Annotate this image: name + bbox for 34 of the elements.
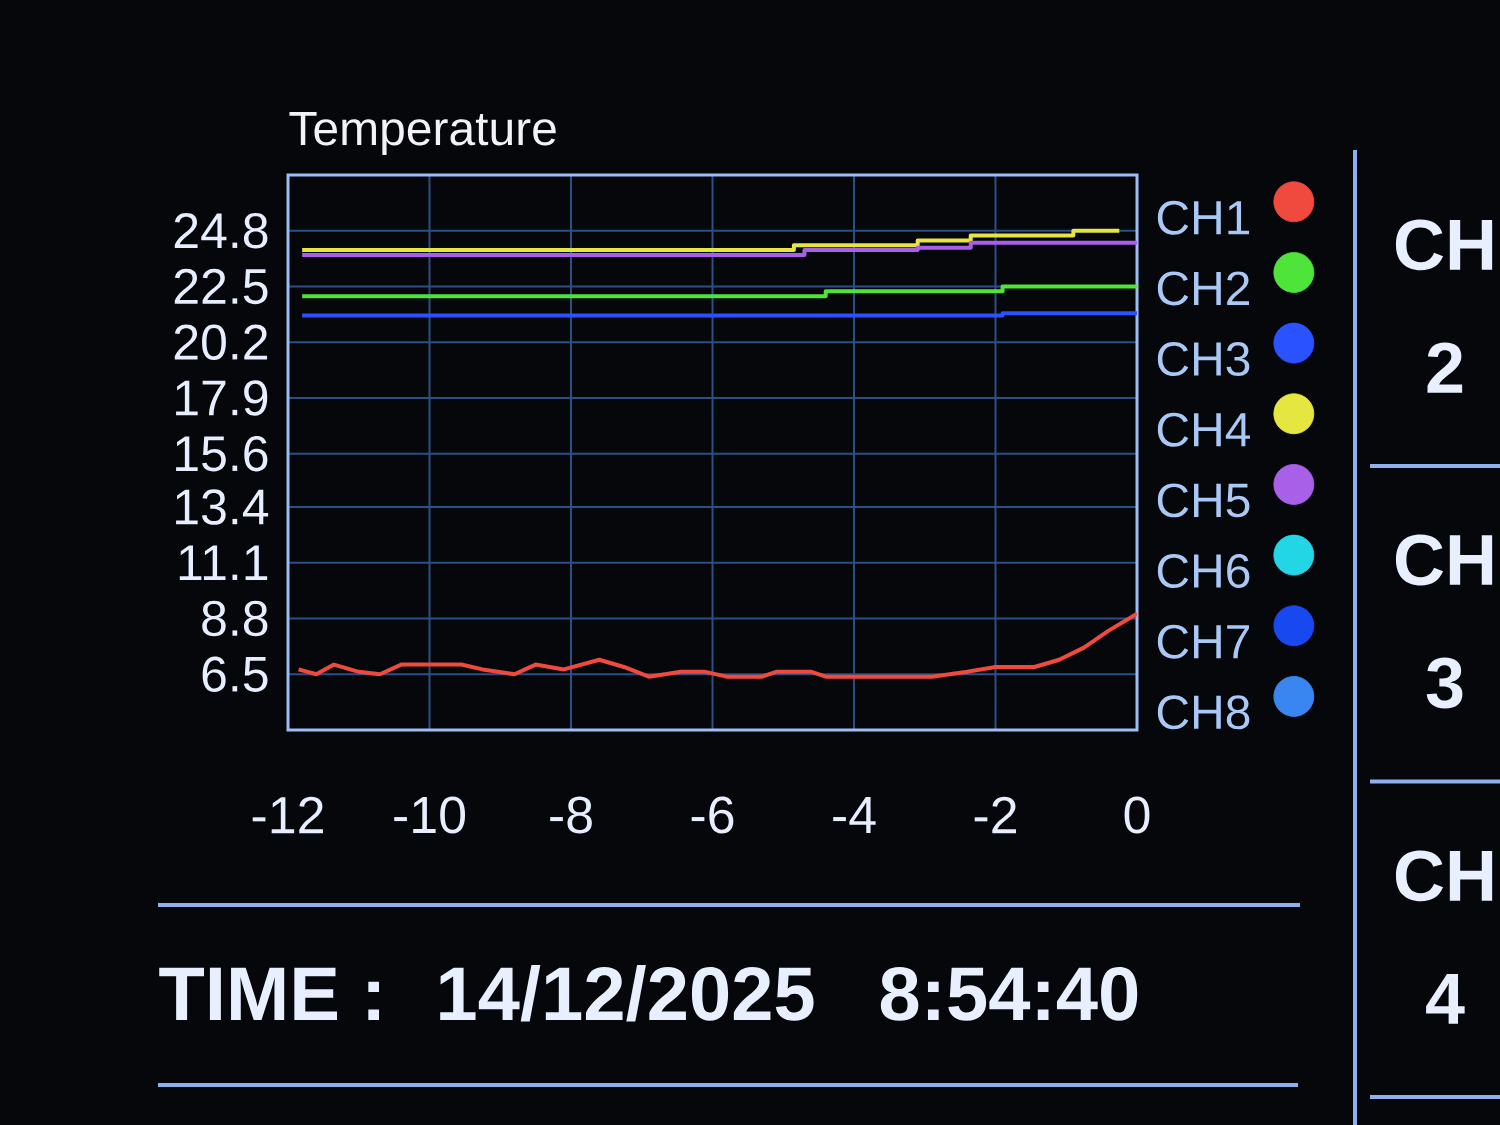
legend-label: CH5 xyxy=(1157,483,1250,518)
line-series xyxy=(296,611,1138,679)
y-tick-label: 8.8 xyxy=(202,600,268,637)
legend-label: CH8 xyxy=(1157,695,1250,730)
y-tick-label: 22.5 xyxy=(174,268,268,305)
y-tick-label: 20.2 xyxy=(174,324,268,360)
y-tick-label: 15.6 xyxy=(176,436,268,472)
line-series xyxy=(300,228,1122,253)
text: CH 4 xyxy=(1395,850,1493,1024)
y-tick-label: 17.9 xyxy=(176,380,268,416)
x-tick-label: -6 xyxy=(691,796,734,834)
text: 8:54:40 xyxy=(880,966,1138,1021)
legend-label: CH1 xyxy=(1157,200,1250,235)
legend-label: CH2 xyxy=(1157,271,1249,306)
legend-label: CH7 xyxy=(1157,624,1249,659)
x-tick-label: -2 xyxy=(974,796,1017,834)
text: CH 2 xyxy=(1395,219,1493,393)
line-series xyxy=(300,240,1138,257)
x-tick-label: -4 xyxy=(833,797,876,833)
y-tick-label: 24.8 xyxy=(174,213,268,249)
legend-label: CH4 xyxy=(1157,412,1250,447)
text: CH 3 xyxy=(1395,534,1493,709)
x-tick-label: 0 xyxy=(1124,796,1150,834)
text: TIME : xyxy=(159,967,380,1020)
text: 14/12/2025 xyxy=(440,964,814,1022)
legend-label: CH3 xyxy=(1157,342,1250,377)
chart-title: Temperature xyxy=(289,111,556,155)
y-tick-label: 6.5 xyxy=(202,656,268,692)
y-tick-label: 13.4 xyxy=(176,489,269,525)
x-tick-label: -10 xyxy=(394,796,466,834)
y-tick-label: 11.1 xyxy=(179,545,268,580)
x-tick-label: -12 xyxy=(252,796,323,834)
legend-label: CH6 xyxy=(1157,554,1250,589)
x-tick-label: -8 xyxy=(550,796,592,834)
